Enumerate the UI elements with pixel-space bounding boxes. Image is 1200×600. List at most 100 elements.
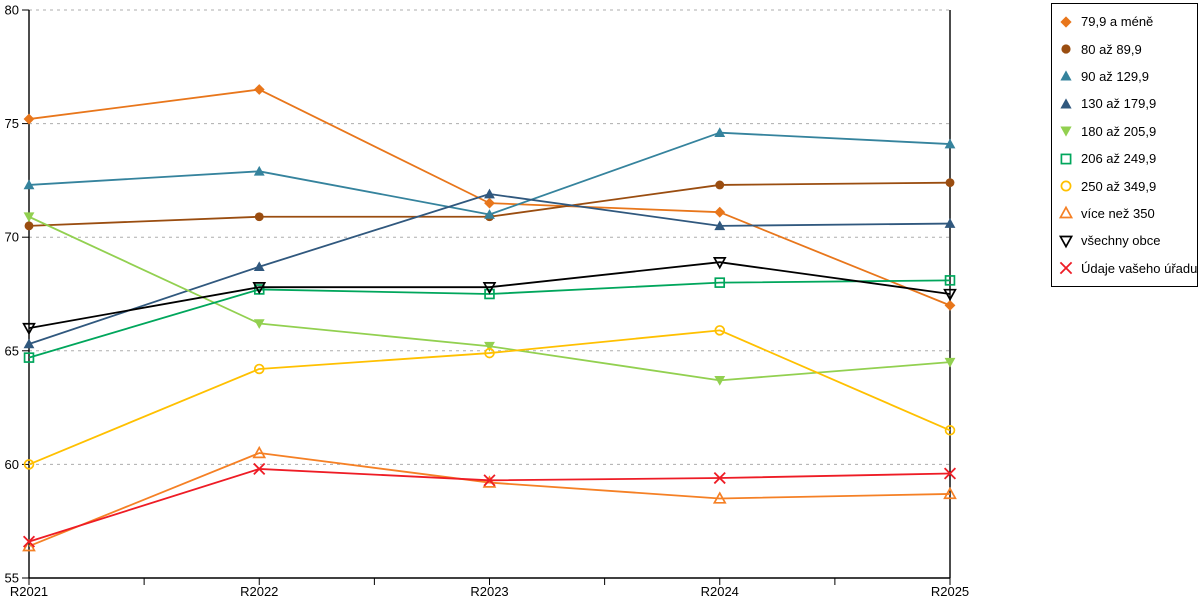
series-marker — [1060, 98, 1072, 109]
y-axis-label: 60 — [5, 457, 19, 472]
series-marker — [1061, 44, 1071, 54]
legend-item: Údaje vašeho úřadu — [1058, 260, 1197, 276]
series-marker — [484, 197, 495, 209]
series-line — [28, 329, 951, 466]
series-marker — [943, 486, 957, 500]
legend-label: 80 až 89,9 — [1081, 41, 1142, 57]
data-series — [23, 188, 956, 349]
legend-label: více než 350 — [1081, 205, 1155, 221]
legend-item: 180 až 205,9 — [1058, 123, 1191, 139]
series-marker — [22, 322, 36, 336]
series-marker — [943, 467, 957, 480]
legend-marker-square-icon — [1060, 153, 1072, 165]
legend-marker-x-icon — [1059, 261, 1073, 275]
series-marker — [945, 178, 955, 188]
legend-marker-circle-icon — [1060, 180, 1072, 192]
series-marker — [944, 218, 956, 228]
legend-label: Údaje vašeho úřadu — [1081, 260, 1198, 276]
legend-marker-triangle-down-icon — [1060, 126, 1072, 137]
data-series — [22, 257, 957, 336]
series-marker — [1060, 70, 1072, 81]
chart-legend: 79,9 a méně 80 až 89,9 90 až 129,9 130 až 1… — [1051, 3, 1198, 287]
data-series — [23, 325, 956, 470]
series-marker — [1060, 16, 1072, 28]
legend-marker-triangle-down-icon — [1058, 235, 1074, 249]
series-marker — [1058, 235, 1074, 249]
series-marker — [944, 275, 956, 286]
data-series — [23, 127, 956, 219]
legend-marker-diamond-icon — [1060, 16, 1072, 28]
series-marker — [24, 221, 34, 231]
legend-label: 206 až 249,9 — [1081, 151, 1157, 167]
legend-marker-circle-icon — [1061, 44, 1071, 54]
series-marker — [484, 209, 495, 219]
legend-label: 250 až 349,9 — [1081, 178, 1157, 194]
legend-item: všechny obce — [1058, 233, 1191, 249]
series-marker — [944, 299, 956, 311]
x-marker-stroke — [22, 535, 36, 548]
y-axis-label: 55 — [5, 571, 19, 586]
series-line — [28, 261, 951, 329]
x-marker-stroke — [253, 462, 266, 475]
legend-marker-triangle-up-icon — [1060, 98, 1072, 109]
series-marker — [713, 471, 726, 485]
legend-item: 90 až 129,9 — [1058, 68, 1191, 84]
series-marker — [712, 491, 727, 504]
legend-item: 250 až 349,9 — [1058, 178, 1191, 194]
series-marker — [944, 425, 956, 436]
legend-label: 90 až 129,9 — [1081, 68, 1149, 84]
legend-label: všechny obce — [1081, 233, 1161, 249]
series-marker — [484, 347, 495, 359]
series-marker — [22, 535, 36, 548]
legend-item: 80 až 89,9 — [1058, 41, 1191, 57]
series-marker — [714, 206, 726, 218]
data-series — [23, 84, 956, 311]
series-marker — [715, 180, 725, 190]
series-marker — [23, 352, 35, 363]
series-marker — [484, 341, 495, 352]
y-axis-label: 65 — [5, 343, 19, 358]
legend-label: 180 až 205,9 — [1081, 123, 1157, 139]
legend-label: 79,9 a méně — [1081, 14, 1154, 30]
legend-item: 130 až 179,9 — [1058, 96, 1191, 112]
series-marker — [253, 84, 265, 95]
series-marker — [23, 179, 35, 190]
x-marker-stroke — [1059, 261, 1073, 275]
data-series — [22, 462, 957, 548]
x-marker-stroke — [483, 474, 496, 487]
series-marker — [1058, 206, 1074, 219]
series-marker — [944, 138, 956, 149]
y-axis-label: 75 — [5, 116, 19, 131]
legend-item: více než 350 — [1058, 205, 1191, 221]
series-marker — [714, 325, 726, 336]
series-marker — [483, 474, 496, 487]
series-marker — [23, 338, 35, 349]
series-marker — [252, 282, 267, 295]
data-series — [23, 212, 956, 386]
y-axis-label: 70 — [5, 230, 19, 245]
legend-item: 206 až 249,9 — [1058, 151, 1191, 167]
series-marker — [482, 282, 497, 295]
series-marker — [714, 220, 726, 231]
series-marker — [23, 212, 35, 223]
series-marker — [714, 376, 726, 386]
series-marker — [253, 363, 265, 375]
legend-marker-triangle-up-icon — [1060, 70, 1072, 81]
x-marker-stroke — [713, 471, 726, 485]
series-marker — [1060, 180, 1072, 192]
legend-label: 130 až 179,9 — [1081, 96, 1157, 112]
y-axis-label: 80 — [5, 3, 19, 18]
series-marker — [714, 127, 726, 138]
x-axis-label: R2023 — [470, 584, 508, 599]
x-axis-label: R2024 — [701, 584, 739, 599]
series-marker — [23, 113, 35, 125]
series-marker — [484, 288, 495, 300]
series-marker — [943, 288, 957, 302]
series-marker — [253, 165, 265, 176]
x-axis-label: R2022 — [240, 584, 278, 599]
x-marker-stroke — [943, 467, 957, 480]
series-marker — [484, 188, 495, 199]
series-marker — [253, 319, 265, 329]
